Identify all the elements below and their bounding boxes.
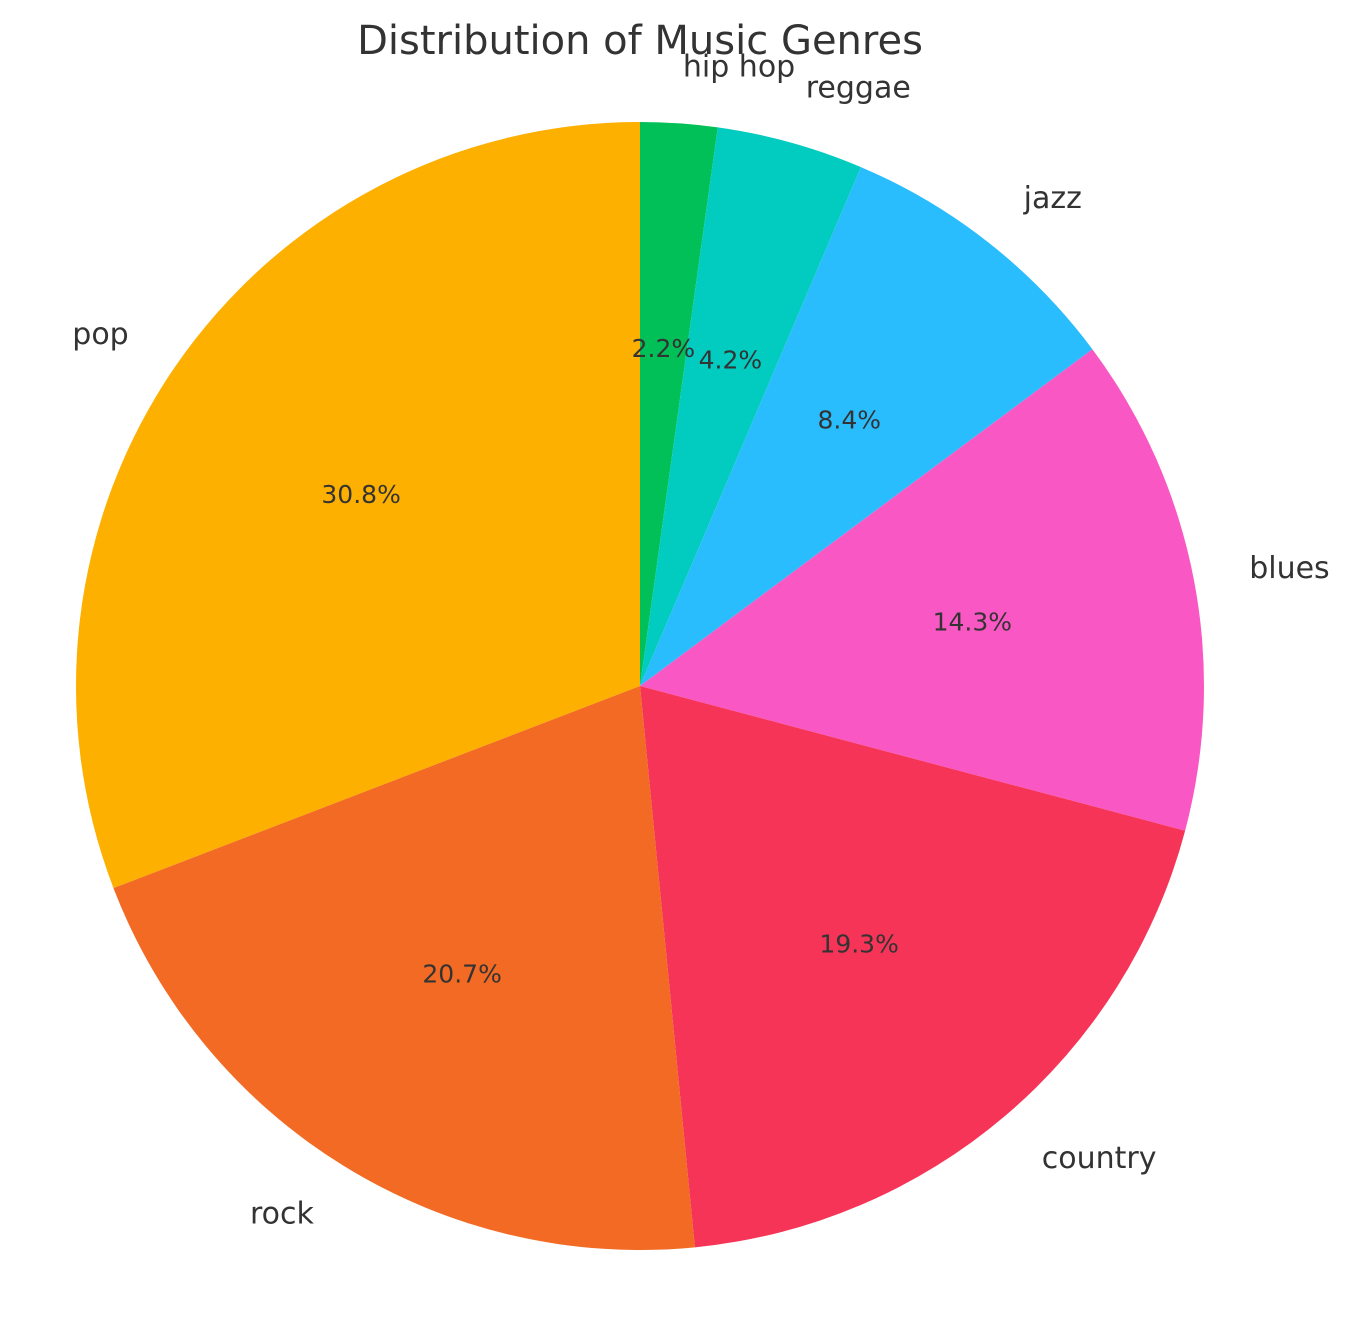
pie-slice-reggae — [640, 127, 861, 687]
pie-slice-blues — [640, 349, 1204, 831]
chart-title: Distribution of Music Genres — [357, 18, 923, 64]
category-label-rock: rock — [250, 1196, 315, 1231]
category-labels: hip hop reggae jazz blues country rock pop — [72, 50, 1329, 1232]
percent-label-country: 19.3% — [819, 929, 898, 958]
percent-label-pop: 30.8% — [321, 480, 400, 509]
percent-label-reggae: 4.2% — [699, 345, 763, 374]
percent-label-blues: 14.3% — [933, 608, 1012, 637]
percent-labels: 2.2% 4.2% 8.4% 14.3% 19.3% 20.7% 30.8% — [321, 334, 1012, 988]
category-label-jazz: jazz — [1023, 181, 1082, 216]
pie-slice-pop — [75, 122, 640, 889]
category-label-country: country — [1042, 1141, 1157, 1176]
category-label-hip-hop: hip hop — [683, 50, 795, 85]
category-label-blues: blues — [1249, 551, 1329, 586]
percent-label-jazz: 8.4% — [818, 406, 882, 435]
pie-slices — [75, 122, 1204, 1250]
pie-slice-hip-hop — [640, 122, 718, 686]
pie-slice-rock — [113, 686, 695, 1250]
category-label-pop: pop — [72, 317, 128, 352]
pie-slice-jazz — [640, 167, 1093, 686]
percent-label-hip-hop: 2.2% — [632, 334, 696, 363]
percent-label-rock: 20.7% — [422, 959, 501, 988]
category-label-reggae: reggae — [806, 71, 911, 106]
pie-slice-country — [640, 686, 1186, 1248]
